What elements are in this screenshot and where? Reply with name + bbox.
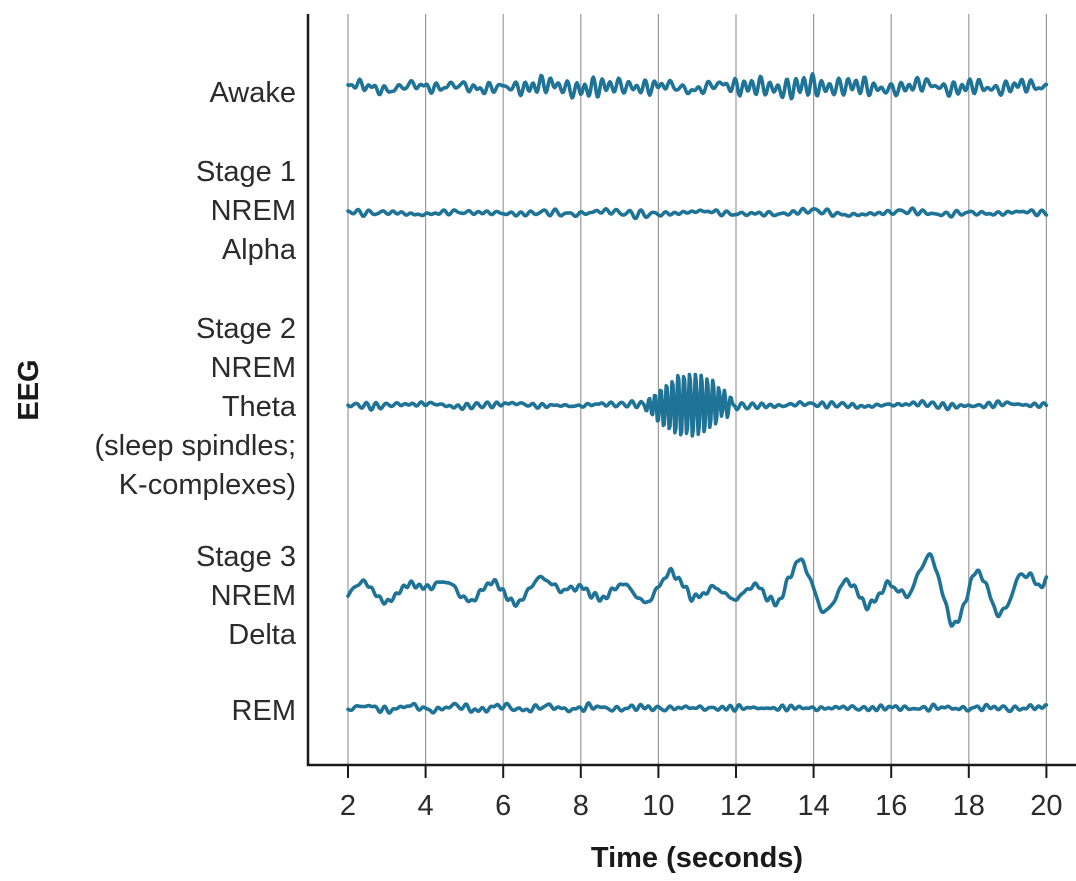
stage-labels: Awake Stage 1 NREM Alpha Stage 2 NREM Theta (sl… — [95, 77, 297, 727]
x-tick-label: 20 — [1030, 790, 1062, 822]
x-tick-label: 6 — [495, 790, 511, 822]
stage-label-line: NREM — [211, 195, 296, 227]
x-tick-label: 16 — [875, 790, 907, 822]
stage-label-line: Theta — [222, 391, 297, 423]
stage-label-line: (sleep spindles; — [95, 430, 297, 462]
x-tick-label: 4 — [418, 790, 434, 822]
stage-label-line: Delta — [228, 619, 297, 651]
eeg-trace — [348, 554, 1046, 626]
eeg-trace — [348, 703, 1046, 713]
stage-label-line: K-complexes) — [119, 469, 296, 501]
x-tick-label: 18 — [953, 790, 985, 822]
stage-label-line: Stage 1 — [196, 156, 296, 188]
stage-label-line: Stage 2 — [196, 313, 296, 345]
stage-label-line: Alpha — [222, 234, 297, 266]
x-tick-label: 2 — [340, 790, 356, 822]
stage-label-line: NREM — [211, 352, 296, 384]
stage-label-line: REM — [232, 695, 296, 727]
stage-label-line: Stage 3 — [196, 541, 296, 573]
x-axis-title: Time (seconds) — [591, 842, 803, 874]
eeg-traces — [348, 74, 1046, 713]
x-tick-label: 8 — [573, 790, 589, 822]
x-tick-label: 12 — [720, 790, 752, 822]
x-tick-label: 14 — [797, 790, 829, 822]
eeg-trace — [348, 74, 1046, 99]
eeg-trace — [348, 375, 1046, 436]
stage-label-line: NREM — [211, 580, 296, 612]
eeg-trace — [348, 208, 1046, 218]
x-tick-label: 10 — [642, 790, 674, 822]
x-axis-ticks: 2 4 6 8 10 12 14 16 18 20 — [340, 765, 1063, 822]
stage-label-line: Awake — [209, 77, 296, 109]
y-axis-title: EEG — [13, 359, 45, 420]
